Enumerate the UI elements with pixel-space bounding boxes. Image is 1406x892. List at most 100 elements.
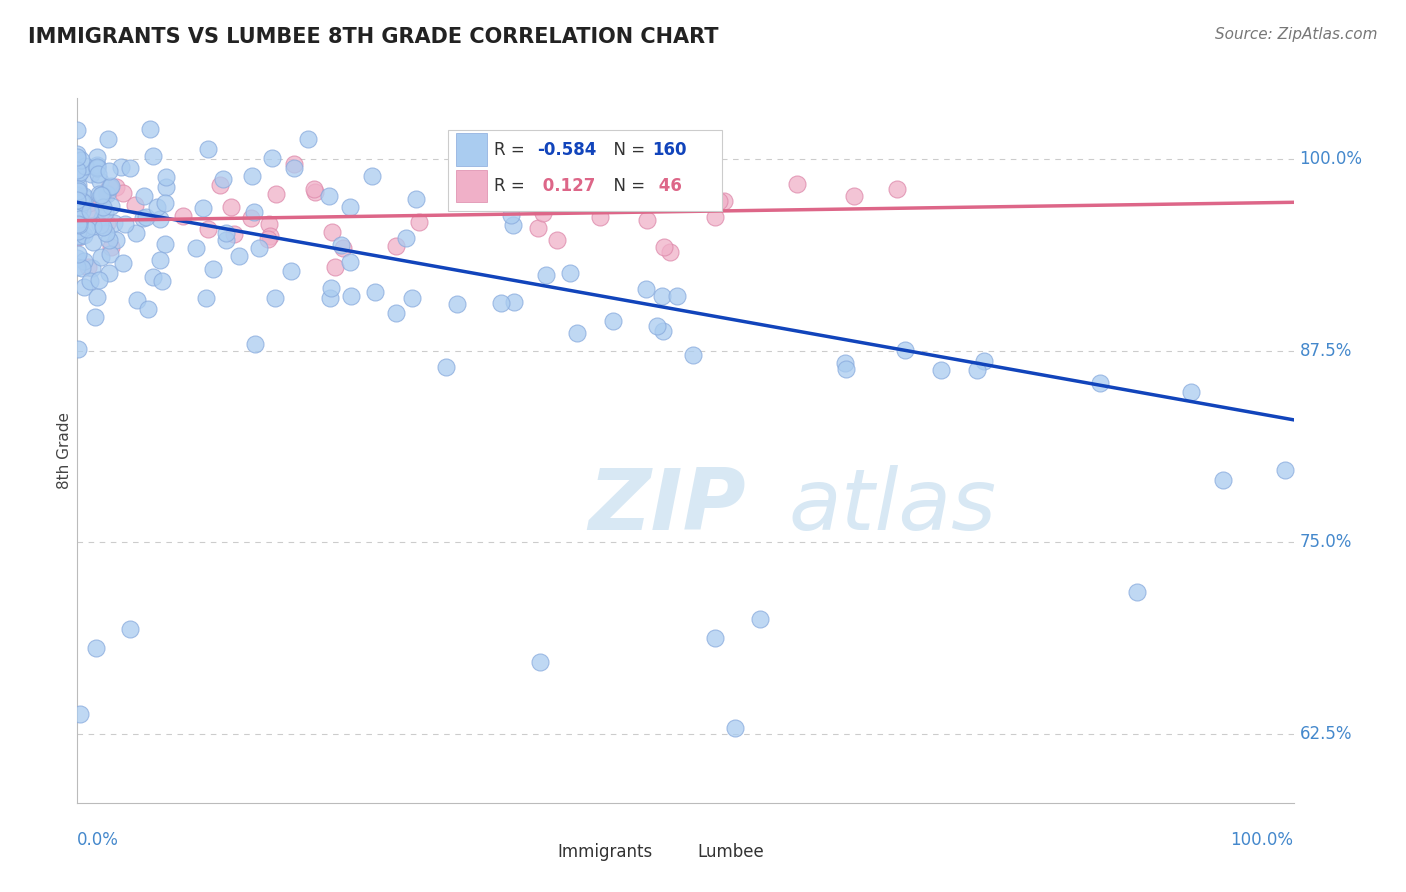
Point (97, 266, 120, 280)
Point (534, 178, 557, 193)
Point (82, 219, 104, 234)
Point (86, 641, 108, 656)
Point (90, 188, 112, 202)
Point (82, 235, 104, 249)
FancyBboxPatch shape (668, 842, 695, 866)
Point (86, 167, 108, 181)
Point (713, 194, 735, 209)
Text: N =: N = (603, 141, 650, 159)
Text: Immigrants: Immigrants (558, 843, 652, 861)
Point (91, 219, 114, 234)
Point (215, 226, 238, 240)
Point (89, 173, 111, 187)
Point (194, 291, 217, 305)
Point (124, 197, 146, 211)
Point (659, 245, 682, 260)
Point (894, 343, 917, 357)
Point (1212, 473, 1234, 487)
Point (100, 240, 122, 254)
Point (929, 363, 952, 377)
Point (319, 291, 342, 305)
Point (321, 226, 343, 240)
Point (132, 211, 155, 226)
Point (228, 249, 250, 263)
Point (90, 250, 112, 264)
Point (94, 205, 117, 219)
Point (79, 274, 101, 288)
Point (434, 359, 457, 374)
Point (69, 706, 91, 721)
Point (86, 150, 108, 164)
Point (139, 121, 162, 136)
Point (886, 181, 908, 195)
Text: 100.0%: 100.0% (1299, 151, 1362, 169)
Point (330, 237, 353, 252)
Point (257, 232, 280, 246)
Point (280, 263, 302, 277)
Point (257, 218, 280, 232)
Point (240, 169, 263, 184)
Point (332, 241, 354, 255)
Point (1274, 463, 1296, 477)
Point (647, 196, 669, 211)
Text: 75.0%: 75.0% (1299, 533, 1353, 551)
Point (501, 208, 523, 222)
Point (1126, 585, 1149, 599)
Point (264, 292, 287, 306)
Text: Source: ZipAtlas.com: Source: ZipAtlas.com (1215, 27, 1378, 42)
Point (66, 163, 89, 178)
Point (835, 361, 858, 376)
Point (586, 190, 609, 204)
Point (76, 222, 98, 236)
Point (749, 612, 772, 626)
Point (67, 247, 90, 261)
Text: 160: 160 (652, 141, 688, 159)
Point (72, 195, 94, 210)
Point (100, 246, 122, 260)
Text: R =: R = (495, 141, 530, 159)
Point (652, 240, 675, 254)
Point (66, 217, 89, 231)
Point (197, 142, 219, 156)
Point (67, 219, 90, 233)
Text: 62.5%: 62.5% (1299, 725, 1353, 743)
Point (202, 262, 225, 277)
Point (66, 188, 89, 202)
Point (1180, 385, 1202, 400)
Point (704, 210, 727, 224)
Point (73, 279, 96, 293)
Point (502, 218, 524, 232)
Point (67, 192, 90, 206)
Point (98, 180, 121, 194)
Point (67, 228, 90, 243)
Point (70, 261, 93, 276)
Point (212, 171, 235, 186)
Point (69, 211, 91, 226)
Point (70, 153, 93, 168)
Point (666, 289, 689, 303)
Point (361, 169, 384, 183)
Point (66, 168, 89, 182)
Point (66, 260, 89, 274)
Point (339, 201, 361, 215)
Point (79, 202, 101, 217)
Point (446, 297, 468, 311)
Text: 0.0%: 0.0% (77, 831, 120, 849)
Point (395, 231, 418, 245)
Point (193, 201, 215, 215)
Point (76, 260, 98, 274)
Point (262, 151, 284, 165)
Point (408, 215, 430, 229)
Point (319, 281, 342, 295)
Point (142, 269, 165, 284)
Point (66, 251, 89, 265)
Point (534, 268, 557, 282)
Point (245, 337, 267, 351)
Point (219, 200, 242, 214)
Point (87, 187, 110, 202)
Point (834, 356, 856, 370)
Point (66, 229, 89, 244)
FancyBboxPatch shape (449, 130, 721, 211)
Point (318, 189, 340, 203)
Point (112, 186, 135, 201)
